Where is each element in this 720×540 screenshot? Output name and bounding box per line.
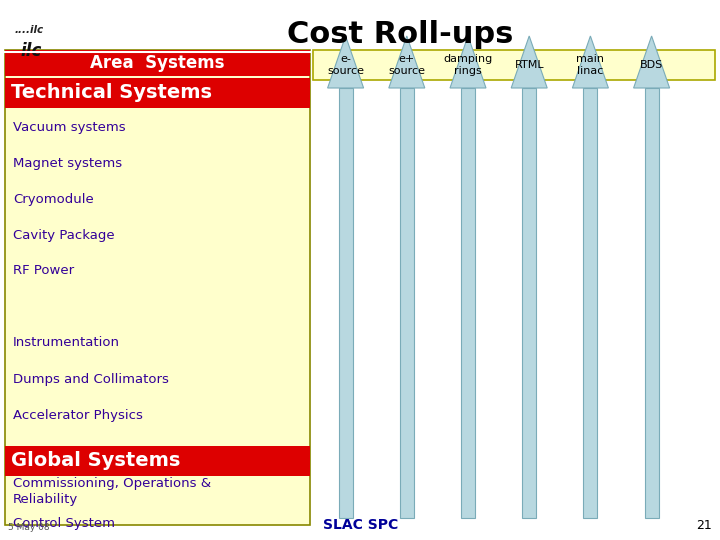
Text: Commissioning, Operations &
Reliability: Commissioning, Operations & Reliability [13,477,211,507]
Text: Magnet systems: Magnet systems [13,157,122,170]
Text: ilc: ilc [20,42,41,60]
Text: e+
source: e+ source [388,54,426,76]
Polygon shape [572,36,608,88]
Bar [5,78,310,108]
Polygon shape [389,36,425,88]
Bar [313,50,715,80]
Text: damping
rings: damping rings [444,54,492,76]
Text: Cavity Package: Cavity Package [13,228,114,241]
Text: Control System: Control System [13,517,115,530]
Bar [400,88,414,518]
Text: e-
source: e- source [327,54,364,76]
Bar [644,88,659,518]
Polygon shape [328,36,364,88]
Polygon shape [634,36,670,88]
Text: Cost Roll-ups: Cost Roll-ups [287,20,513,49]
Bar [583,88,598,518]
Text: Area  Systems: Area Systems [90,54,225,72]
Bar [5,446,310,476]
Text: main
linac: main linac [577,54,604,76]
Text: Technical Systems: Technical Systems [11,84,212,103]
Text: 5 May 08: 5 May 08 [8,523,50,532]
Text: Instrumentation: Instrumentation [13,336,120,349]
Text: SLAC SPC: SLAC SPC [323,518,398,532]
Polygon shape [450,36,486,88]
Bar [461,88,475,518]
Text: 21: 21 [696,519,712,532]
Text: RTML: RTML [514,60,544,70]
Bar [5,50,310,76]
Text: Cryomodule: Cryomodule [13,192,94,206]
Text: RF Power: RF Power [13,265,74,278]
Text: Vacuum systems: Vacuum systems [13,120,125,133]
Bar [338,88,353,518]
Text: Accelerator Physics: Accelerator Physics [13,408,143,422]
Text: Global Systems: Global Systems [11,451,181,470]
Polygon shape [511,36,547,88]
Text: BDS: BDS [640,60,663,70]
Bar [522,88,536,518]
Text: ....ilc: ....ilc [15,25,44,35]
Text: Dumps and Collimators: Dumps and Collimators [13,373,169,386]
Bar [5,50,310,525]
